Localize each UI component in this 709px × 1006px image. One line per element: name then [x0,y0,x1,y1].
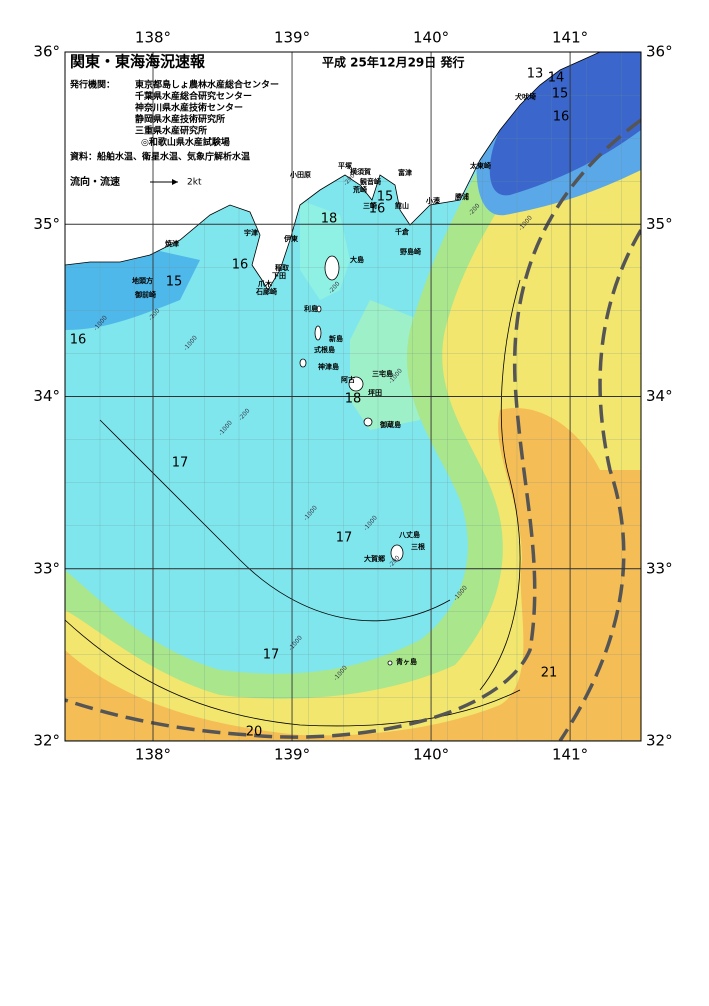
y-tick-label: 34° [33,387,60,405]
place-name: 稲取 [275,263,290,272]
issuer: 千葉県水産総合研究センター [135,90,252,102]
temperature-label: 21 [541,666,558,681]
place-name: 爪木 [258,279,273,288]
temperature-label: 14 [548,71,565,86]
temperature-label: 17 [172,456,189,471]
place-name: 横須賀 [350,167,371,176]
place-name: 野島崎 [400,247,421,256]
ticks: 138° 138° 139° 139° 140° 140° 141° 141° 32° 32° 33… [33,29,672,764]
temperature-label: 18 [321,212,338,227]
place-name: 焼津 [165,239,179,248]
place-name: 平塚 [338,161,352,170]
place-name: 阿古 [341,375,355,384]
place-name: 石廊崎 [255,287,277,296]
y-tick-label: 33° [33,559,60,577]
x-tick-label: 138° [135,29,171,47]
isotherms [65,279,521,727]
temperature-label: 13 [527,67,544,82]
place-name: 神津島 [318,362,339,371]
issuer: ◎和歌山県水産試験場 [141,136,230,148]
place-name: 御前崎 [134,290,156,299]
place-name: 太東崎 [470,161,491,170]
title: 関東・東海海況速報 [70,53,206,71]
temperature-label: 15 [552,87,569,102]
issuer: 東京都島しょ農林水産総合センター [135,79,279,91]
place-name: 犬吠埼 [515,92,536,101]
y-tick-label: 36° [33,43,60,61]
temperature-label: 15 [166,275,183,290]
place-name: 荒崎 [352,185,367,194]
x-tick-label: 138° [135,746,171,764]
y-tick-label: 35° [646,215,673,233]
source: 資料：船舶水温、衛星水温、気象庁解析水温 [70,151,250,163]
place-name: 青ヶ島 [396,657,417,666]
place-name: 式根島 [314,345,335,354]
temperature-label: 17 [336,531,353,546]
place-name: 小湊 [425,196,441,205]
place-name: 利島 [304,304,318,313]
issuers: 東京都島しょ農林水産総合センター千葉県水産総合研究センター神奈川県水産技術センタ… [135,79,279,149]
x-tick-label: 139° [274,29,310,47]
temperature-label: 16 [232,258,249,273]
place-name: 三根 [411,542,425,551]
y-tick-label: 32° [646,732,673,750]
x-tick-label: 139° [274,746,310,764]
y-tick-label: 35° [33,215,60,233]
islands [299,255,404,666]
y-tick-label: 36° [646,43,673,61]
place-name: 下田 [272,272,286,280]
issuer: 三重県水産研究所 [135,125,207,137]
temperature-label: 17 [263,648,280,663]
y-tick-label: 33° [646,559,673,577]
place-name: 宇津 [244,228,258,237]
frame [64,51,642,742]
place-name: 伊東 [283,234,299,243]
x-tick-label: 140° [413,29,449,47]
place-name: 大島 [350,255,364,264]
temperature-label: 18 [345,392,362,407]
y-tick-label: 34° [646,387,673,405]
place-name: 八丈島 [398,530,420,539]
y-tick-label: 32° [33,732,60,750]
place-name: 坪田 [368,388,382,397]
temperature-label: 16 [553,110,570,125]
place-name: 御蔵島 [379,420,401,429]
grid [65,52,641,741]
place-name: 観音崎 [360,177,381,186]
x-tick-label: 141° [552,29,588,47]
issue-date: 平成 25年12月29日 発行 [322,55,464,70]
place-name: 富津 [398,168,412,177]
place-name: 千倉 [395,227,410,236]
place-name: 地頭方 [132,276,153,285]
x-tick-label: 140° [413,746,449,764]
temperature-label: 16 [70,333,87,348]
x-tick-label: 141° [552,746,588,764]
issuer: 神奈川県水産技術センター [135,102,243,114]
place-name: 小田原 [289,170,311,179]
land [65,52,601,291]
legend-arrowhead [172,179,178,185]
issuer: 静岡県水産技術研究所 [135,113,225,125]
place-name: 三宅島 [372,369,393,378]
place-name: 新島 [329,334,343,343]
legend-label: 流向・流速 [70,175,120,188]
place-name: 三崎 [363,201,377,210]
temperature-label: 15 [377,190,394,205]
place-name: 勝浦 [455,192,469,201]
temperature-label: 20 [246,725,263,740]
legend-speed: 2kt [187,178,202,188]
temperature-label: 16 [369,202,386,217]
place-name: 大賀郷 [364,554,385,563]
issuer-label: 発行機関： [69,79,115,91]
place-name: 館山 [395,201,409,210]
kuroshio-axis [65,118,641,741]
